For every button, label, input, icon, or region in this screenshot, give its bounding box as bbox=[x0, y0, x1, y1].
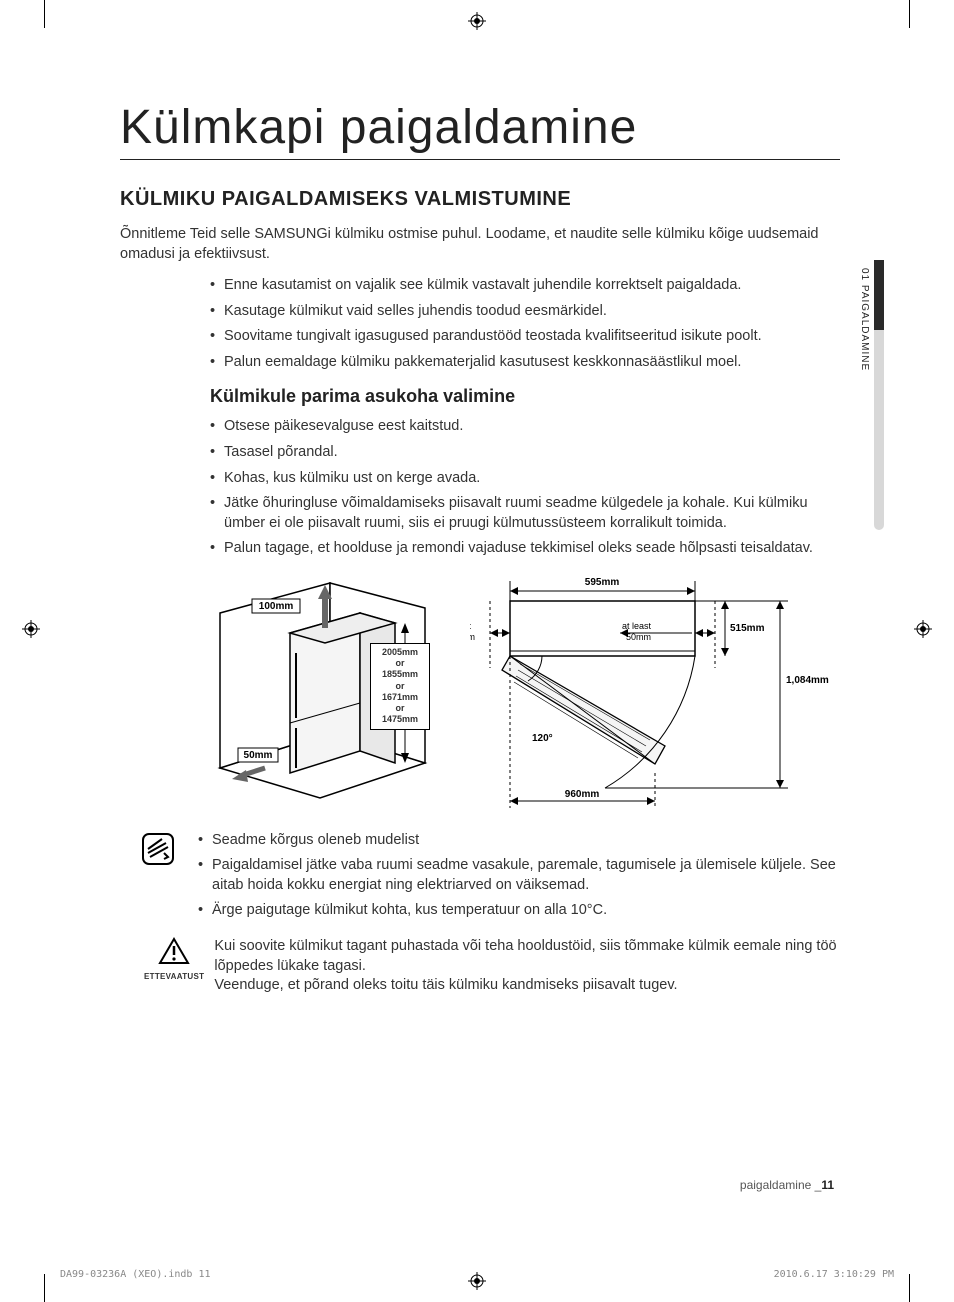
list-item: Tasasel põrandal. bbox=[210, 443, 840, 463]
section-heading: KÜLMIKU PAIGALDAMISEKS VALMISTUMINE bbox=[120, 188, 840, 211]
dim-1084: 1,084mm bbox=[786, 675, 829, 686]
dim-515: 515mm bbox=[730, 623, 765, 634]
page-footer: paigaldamine _11 bbox=[740, 1178, 834, 1192]
footer-section-label: paigaldamine _ bbox=[740, 1178, 821, 1192]
list-item: Ärge paigutage külmikut kohta, kus tempe… bbox=[198, 901, 840, 921]
dim-side: 50mm bbox=[244, 750, 273, 761]
caution-icon: ETTEVAATUST bbox=[144, 937, 204, 981]
dim-top: 100mm bbox=[259, 601, 294, 612]
print-meta-left: DA99-03236A (XEO).indb 11 bbox=[60, 1269, 211, 1280]
registration-mark-icon bbox=[468, 1272, 486, 1290]
list-item: Soovitame tungivalt igasugused parandust… bbox=[210, 327, 840, 347]
clearance-isometric-diagram: 100mm 50mm 2005mm or 1855mm or 1671mm or… bbox=[210, 573, 440, 813]
crop-mark bbox=[909, 0, 910, 28]
note-icon bbox=[140, 831, 180, 872]
list-item: Paigaldamisel jätke vaba ruumi seadme va… bbox=[198, 856, 840, 895]
crop-mark bbox=[909, 1274, 910, 1302]
registration-mark-icon bbox=[22, 620, 40, 638]
print-meta-right: 2010.6.17 3:10:29 PM bbox=[774, 1269, 894, 1280]
dim-width-bottom: 960mm bbox=[565, 789, 600, 800]
caution-label: ETTEVAATUST bbox=[144, 972, 204, 981]
door-swing-diagram: 595mm at least50mm bbox=[470, 573, 830, 813]
dim-angle: 120° bbox=[532, 733, 553, 744]
page-title: Külmkapi paigaldamine bbox=[120, 100, 840, 160]
list-item: Kohas, kus külmiku ust on kerge avada. bbox=[210, 469, 840, 489]
registration-mark-icon bbox=[468, 12, 486, 30]
list-item: Palun tagage, et hoolduse ja remondi vaj… bbox=[210, 539, 840, 559]
crop-mark bbox=[44, 1274, 45, 1302]
sub-heading: Külmikule parima asukoha valimine bbox=[210, 386, 840, 407]
dim-heights: 2005mm or 1855mm or 1671mm or 1475mm bbox=[370, 643, 430, 730]
top-bullets: Enne kasutamist on vajalik see külmik va… bbox=[210, 276, 840, 372]
list-item: Kasutage külmikut vaid selles juhendis t… bbox=[210, 302, 840, 322]
caution-text: Kui soovite külmikut tagant puhastada võ… bbox=[214, 937, 840, 996]
list-item: Palun eemaldage külmiku pakkematerjalid … bbox=[210, 353, 840, 373]
dim-left-clearance: at least50mm bbox=[470, 621, 475, 642]
list-item: Jätke õhuringluse võimaldamiseks piisava… bbox=[210, 494, 840, 533]
section-tab-label: 01 PAIGALDAMINE bbox=[859, 268, 870, 371]
sub-bullets: Otsese päikesevalguse eest kaitstud. Tas… bbox=[210, 417, 840, 558]
list-item: Seadme kõrgus oleneb mudelist bbox=[198, 831, 840, 851]
crop-mark bbox=[44, 0, 45, 28]
note-bullets: Seadme kõrgus oleneb mudelist Paigaldami… bbox=[198, 831, 840, 921]
list-item: Otsese päikesevalguse eest kaitstud. bbox=[210, 417, 840, 437]
registration-mark-icon bbox=[914, 620, 932, 638]
section-tab: 01 PAIGALDAMINE bbox=[860, 260, 884, 530]
dim-width-top: 595mm bbox=[585, 577, 620, 588]
list-item: Enne kasutamist on vajalik see külmik va… bbox=[210, 276, 840, 296]
dim-right-clearance: at least50mm bbox=[622, 621, 652, 642]
footer-page-number: 11 bbox=[821, 1178, 834, 1192]
intro-paragraph: Õnnitleme Teid selle SAMSUNGi külmiku os… bbox=[120, 225, 840, 264]
